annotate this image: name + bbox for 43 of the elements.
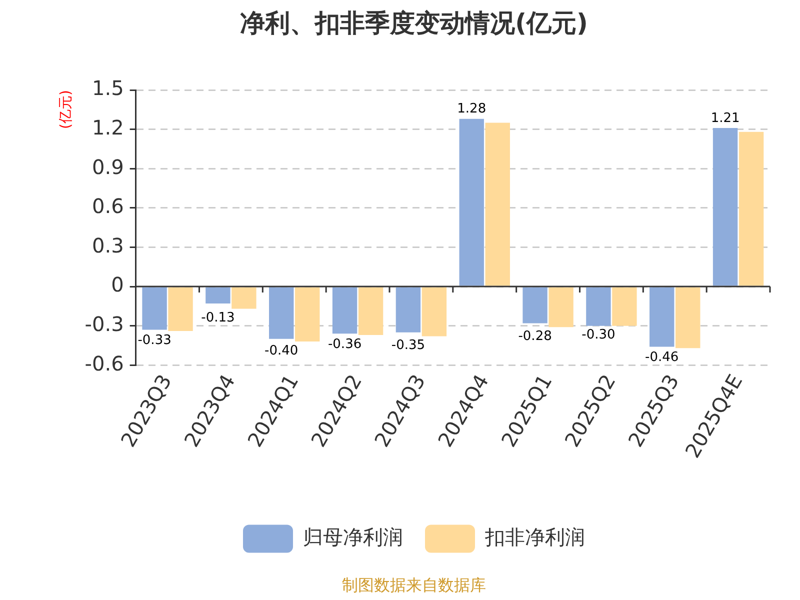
y-tick-label: 1.5 xyxy=(92,76,124,100)
bar xyxy=(586,287,611,326)
bar xyxy=(612,287,637,326)
bar xyxy=(522,287,548,324)
bar xyxy=(676,287,700,348)
bar xyxy=(396,287,421,332)
bar xyxy=(206,287,230,304)
y-tick-label: 0.9 xyxy=(92,154,124,179)
y-tick-label: -0.6 xyxy=(84,351,124,376)
data-label: -0.40 xyxy=(264,343,298,358)
legend-label: 归母净利润 xyxy=(303,525,403,550)
bar xyxy=(548,287,574,328)
bar xyxy=(168,287,193,332)
y-tick-label: 1.2 xyxy=(92,116,124,140)
data-label: -0.30 xyxy=(582,328,616,343)
data-label: -0.36 xyxy=(328,336,362,352)
bar xyxy=(650,287,674,347)
bar xyxy=(142,287,167,330)
data-label: -0.33 xyxy=(138,332,172,348)
y-tick-label: 0 xyxy=(111,272,124,297)
y-tick-label: 0.3 xyxy=(92,233,124,258)
data-label: -0.13 xyxy=(201,310,235,326)
bar xyxy=(332,287,358,334)
text: 制图数据来自数据库 xyxy=(342,576,486,595)
bar xyxy=(358,287,384,335)
data-label: -0.46 xyxy=(645,350,679,365)
bar xyxy=(459,118,484,286)
legend-label: 扣非净利润 xyxy=(484,525,585,550)
y-axis-title: (亿元) xyxy=(58,90,74,129)
bar xyxy=(422,287,447,336)
data-label: 1.28 xyxy=(457,102,486,117)
bar xyxy=(269,287,294,339)
data-label: -0.28 xyxy=(518,329,552,344)
bar xyxy=(295,287,320,342)
y-tick-label: -0.3 xyxy=(84,312,124,336)
y-tick-label: 0.6 xyxy=(92,194,124,218)
chart-title: 净利、扣非季度变动情况(亿元) xyxy=(240,8,588,38)
data-label: 1.21 xyxy=(710,110,740,126)
bar xyxy=(712,128,738,286)
bar xyxy=(738,132,764,286)
bar xyxy=(232,287,256,309)
bar xyxy=(485,122,510,286)
data-label: -0.35 xyxy=(391,338,426,354)
